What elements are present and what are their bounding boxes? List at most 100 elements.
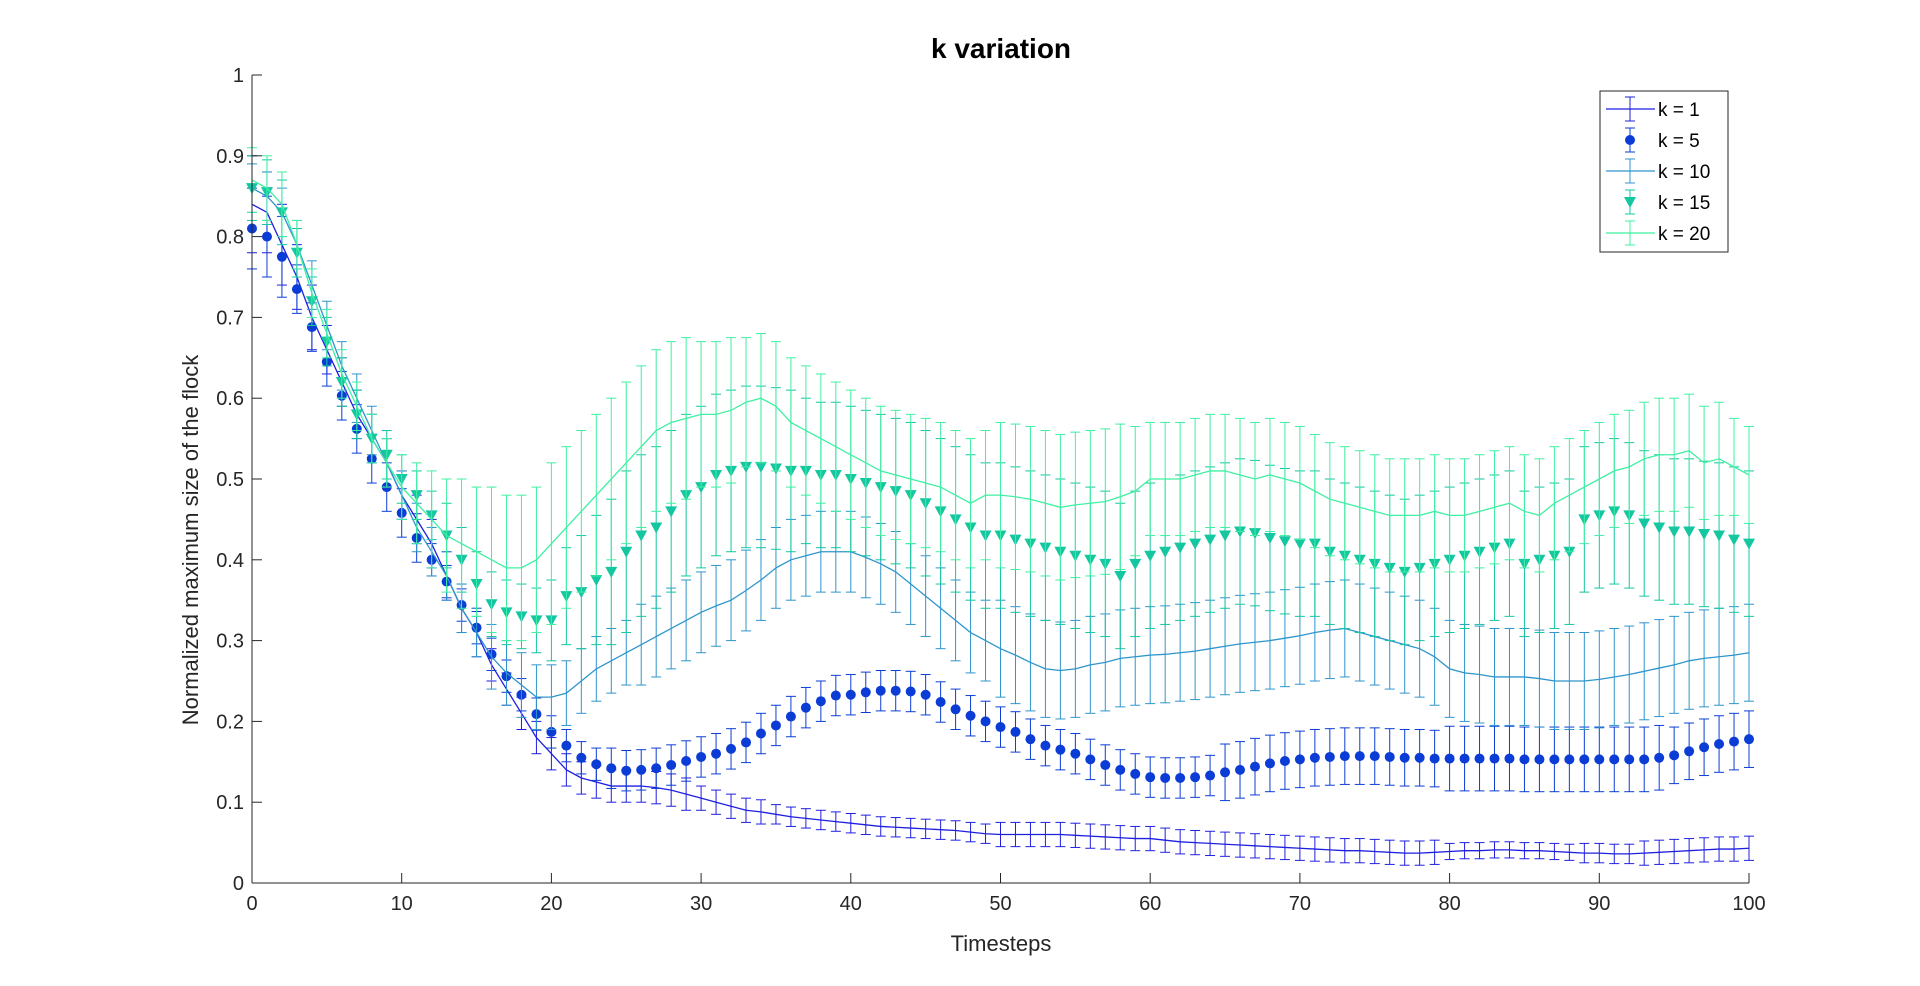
data-point [1714, 739, 1725, 750]
legend-label: k = 20 [1658, 224, 1710, 245]
data-point [980, 716, 991, 727]
data-point [1609, 754, 1620, 765]
data-point [1489, 753, 1500, 764]
data-point [276, 251, 287, 262]
data-point [261, 231, 272, 242]
data-point [1324, 751, 1335, 762]
x-tick-label: 40 [840, 893, 862, 915]
data-point [1698, 528, 1711, 540]
data-point [1579, 754, 1590, 765]
data-point [726, 743, 737, 754]
legend-entry-3: k = 10 [1606, 158, 1710, 184]
data-point [1040, 740, 1051, 751]
legend-marker [1625, 135, 1635, 145]
data-point [935, 697, 946, 708]
series-2 [247, 187, 1754, 802]
x-tick-label: 70 [1289, 893, 1311, 915]
series-5 [247, 147, 1754, 642]
data-point [755, 728, 766, 739]
x-tick-label: 50 [989, 893, 1011, 915]
data-point [1145, 772, 1156, 783]
x-tick-label: 90 [1588, 893, 1610, 915]
data-point [636, 764, 647, 775]
data-point [830, 690, 841, 701]
data-point [1519, 754, 1530, 765]
data-point [965, 710, 976, 721]
data-point [800, 702, 811, 713]
y-tick-label: 0.8 [216, 227, 244, 249]
legend-entry-1: k = 1 [1606, 96, 1700, 122]
x-axis-label: Timesteps [951, 931, 1052, 956]
data-point [1669, 750, 1680, 761]
data-point [1369, 751, 1380, 762]
x-tick-label: 20 [540, 893, 562, 915]
data-point [590, 575, 603, 586]
data-point [1339, 751, 1350, 762]
data-point [785, 711, 796, 722]
x-tick-label: 100 [1732, 893, 1765, 915]
data-point [1174, 542, 1187, 554]
data-point [995, 722, 1006, 733]
error-bar [1744, 425, 1754, 524]
legend-label: k = 15 [1658, 193, 1710, 214]
series-line [251, 187, 1750, 698]
data-point [1459, 753, 1470, 764]
data-point [1743, 538, 1755, 550]
data-point [1144, 550, 1157, 562]
data-point [665, 506, 678, 518]
data-point [1129, 558, 1142, 570]
data-point [1175, 772, 1186, 783]
data-point [666, 760, 677, 771]
data-point [1189, 538, 1202, 550]
data-point [1220, 767, 1231, 778]
data-point [650, 522, 663, 534]
data-point [1504, 753, 1515, 764]
data-point [1624, 754, 1635, 765]
data-point [1160, 772, 1171, 783]
data-point [696, 751, 707, 762]
data-point [1025, 734, 1036, 745]
data-point [920, 689, 931, 700]
y-tick-label: 0 [233, 873, 244, 895]
data-point [741, 737, 752, 748]
data-point [1683, 526, 1696, 538]
y-axis-label: Normalized maximum size of the flock [178, 354, 203, 725]
data-point [1414, 752, 1425, 763]
data-point [651, 763, 662, 774]
data-point [1190, 772, 1201, 783]
chart-title: k variation [931, 33, 1071, 64]
data-point [1429, 753, 1440, 764]
data-point [1534, 754, 1545, 765]
data-point [1713, 530, 1726, 542]
legend-label: k = 10 [1658, 162, 1710, 183]
data-point [860, 687, 871, 698]
data-point [1070, 748, 1081, 759]
data-point [1263, 532, 1276, 544]
data-point [306, 322, 317, 333]
data-point [1668, 526, 1681, 538]
data-point [1085, 754, 1096, 765]
data-point [770, 720, 781, 731]
legend-entry-2: k = 5 [1625, 127, 1700, 153]
y-tick-label: 0.7 [216, 307, 244, 329]
legend-label: k = 5 [1658, 131, 1700, 152]
legend-marker [1624, 197, 1636, 208]
data-point [1744, 734, 1754, 745]
data-point [845, 689, 856, 700]
data-point [1055, 744, 1066, 755]
data-point [1204, 534, 1217, 546]
data-point [1549, 754, 1560, 765]
data-point [1010, 726, 1021, 737]
data-point [1278, 536, 1291, 548]
data-point [291, 284, 302, 295]
y-tick-label: 0.6 [216, 388, 244, 410]
data-point [1639, 754, 1650, 765]
data-point [1444, 753, 1455, 764]
data-point [1115, 764, 1126, 775]
y-tick-label: 0.2 [216, 711, 244, 733]
data-point [1354, 751, 1365, 762]
data-point [1728, 534, 1741, 546]
data-point [1205, 770, 1216, 781]
x-tick-label: 60 [1139, 893, 1161, 915]
